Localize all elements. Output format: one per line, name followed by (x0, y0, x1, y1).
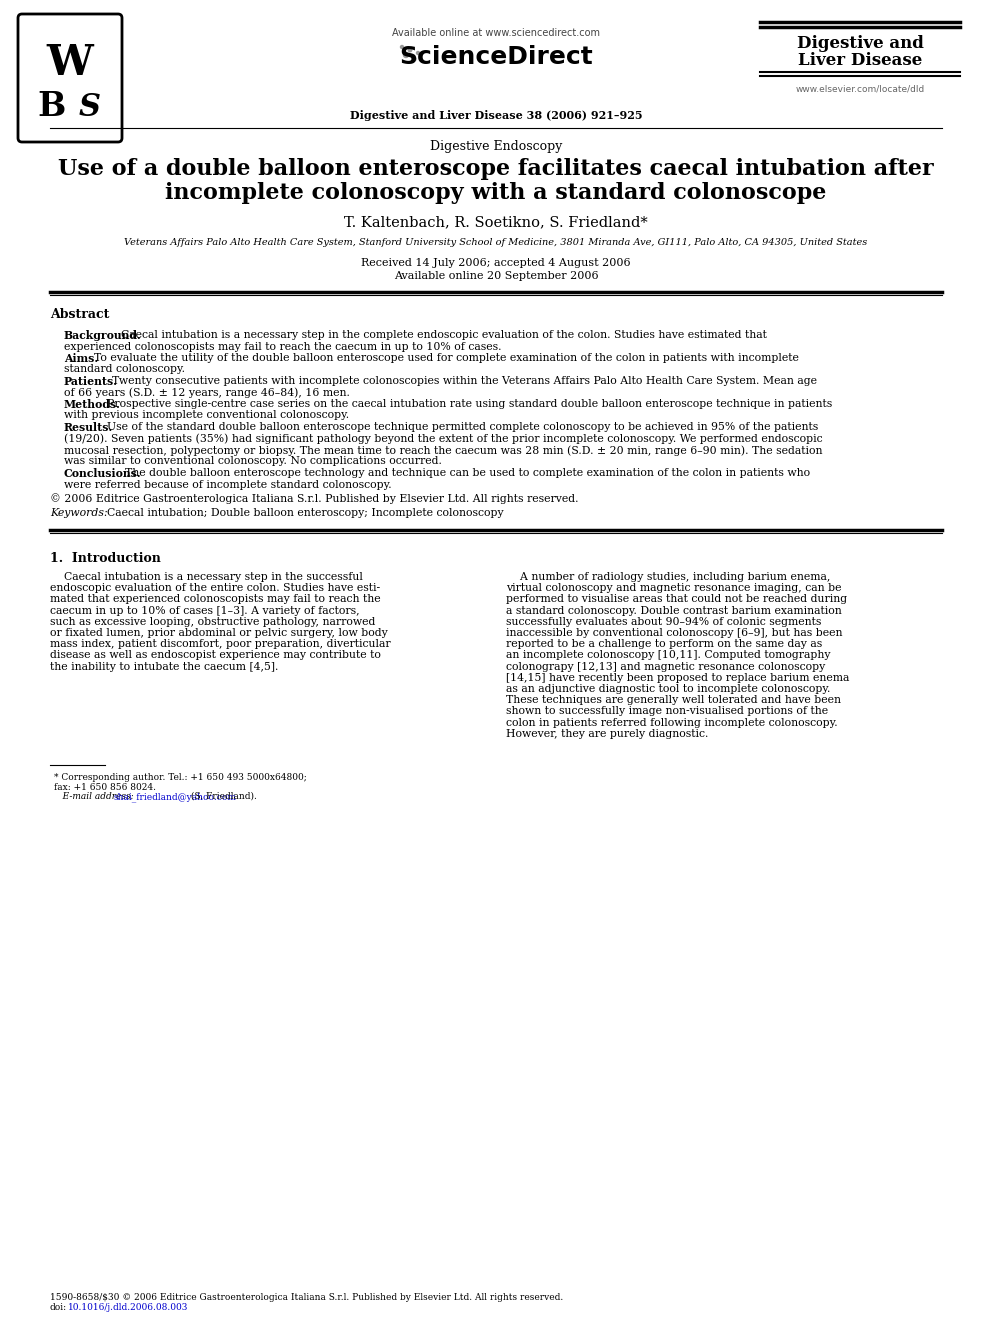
Text: Use of the standard double balloon enteroscope technique permitted complete colo: Use of the standard double balloon enter… (100, 422, 818, 433)
Text: Caecal intubation is a necessary step in the complete endoscopic evaluation of t: Caecal intubation is a necessary step in… (114, 329, 767, 340)
Text: Digestive and: Digestive and (797, 34, 924, 52)
Text: the inability to intubate the caecum [4,5].: the inability to intubate the caecum [4,… (50, 662, 279, 672)
Text: an incomplete colonoscopy [10,11]. Computed tomography: an incomplete colonoscopy [10,11]. Compu… (506, 651, 830, 660)
Text: Available online 20 September 2006: Available online 20 September 2006 (394, 271, 598, 280)
Circle shape (412, 57, 416, 61)
Text: mucosal resection, polypectomy or biopsy. The mean time to reach the caecum was : mucosal resection, polypectomy or biopsy… (64, 445, 822, 455)
Text: 10.1016/j.dld.2006.08.003: 10.1016/j.dld.2006.08.003 (68, 1303, 188, 1312)
Text: B: B (38, 90, 66, 123)
Text: 1.  Introduction: 1. Introduction (50, 552, 161, 565)
Text: Use of a double balloon enteroscope facilitates caecal intubation after: Use of a double balloon enteroscope faci… (59, 157, 933, 180)
Text: Aims.: Aims. (64, 353, 98, 364)
Text: performed to visualise areas that could not be reached during: performed to visualise areas that could … (506, 594, 847, 605)
Text: A number of radiology studies, including barium enema,: A number of radiology studies, including… (506, 572, 830, 582)
Text: caecum in up to 10% of cases [1–3]. A variety of factors,: caecum in up to 10% of cases [1–3]. A va… (50, 606, 360, 615)
Text: Twenty consecutive patients with incomplete colonoscopies within the Veterans Af: Twenty consecutive patients with incompl… (105, 376, 816, 386)
Text: Conclusions.: Conclusions. (64, 468, 142, 479)
Text: Received 14 July 2006; accepted 4 August 2006: Received 14 July 2006; accepted 4 August… (361, 258, 631, 269)
Text: (19/20). Seven patients (35%) had significant pathology beyond the extent of the: (19/20). Seven patients (35%) had signif… (64, 434, 822, 445)
Text: * Corresponding author. Tel.: +1 650 493 5000x64800;: * Corresponding author. Tel.: +1 650 493… (54, 773, 307, 782)
Text: W: W (47, 42, 93, 83)
Text: 1590-8658/$30 © 2006 Editrice Gastroenterologica Italiana S.r.l. Published by El: 1590-8658/$30 © 2006 Editrice Gastroente… (50, 1293, 563, 1302)
Text: colonograpy [12,13] and magnetic resonance colonoscopy: colonograpy [12,13] and magnetic resonan… (506, 662, 825, 672)
Text: successfully evaluates about 90–94% of colonic segments: successfully evaluates about 90–94% of c… (506, 617, 821, 627)
Text: standard colonoscopy.: standard colonoscopy. (64, 365, 185, 374)
Text: was similar to conventional colonoscopy. No complications occurred.: was similar to conventional colonoscopy.… (64, 456, 441, 467)
Text: disease as well as endoscopist experience may contribute to: disease as well as endoscopist experienc… (50, 651, 381, 660)
Text: Caecal intubation is a necessary step in the successful: Caecal intubation is a necessary step in… (50, 572, 363, 582)
Text: mated that experienced colonoscopists may fail to reach the: mated that experienced colonoscopists ma… (50, 594, 381, 605)
Circle shape (401, 45, 404, 49)
Text: fax: +1 650 856 8024.: fax: +1 650 856 8024. (54, 782, 156, 791)
Text: www.elsevier.com/locate/dld: www.elsevier.com/locate/dld (796, 83, 925, 93)
Text: Liver Disease: Liver Disease (798, 52, 923, 69)
Text: or fixated lumen, prior abdominal or pelvic surgery, low body: or fixated lumen, prior abdominal or pel… (50, 628, 388, 638)
Text: (S. Friedland).: (S. Friedland). (188, 792, 257, 800)
Text: shown to successfully image non-visualised portions of the: shown to successfully image non-visualis… (506, 706, 828, 716)
Text: reported to be a challenge to perform on the same day as: reported to be a challenge to perform on… (506, 639, 822, 650)
Text: Background.: Background. (64, 329, 142, 341)
Text: as an adjunctive diagnostic tool to incomplete colonoscopy.: as an adjunctive diagnostic tool to inco… (506, 684, 830, 695)
Text: To evaluate the utility of the double balloon enteroscope used for complete exam: To evaluate the utility of the double ba… (86, 353, 799, 363)
Text: mass index, patient discomfort, poor preparation, diverticular: mass index, patient discomfort, poor pre… (50, 639, 391, 650)
Text: Results.: Results. (64, 422, 113, 433)
Text: colon in patients referred following incomplete colonoscopy.: colon in patients referred following inc… (506, 717, 837, 728)
Text: E-mail address:: E-mail address: (54, 792, 137, 800)
Text: experienced colonoscopists may fail to reach the caecum in up to 10% of cases.: experienced colonoscopists may fail to r… (64, 341, 502, 352)
Text: shai_friedland@yahoo.com: shai_friedland@yahoo.com (113, 792, 236, 802)
Text: Veterans Affairs Palo Alto Health Care System, Stanford University School of Med: Veterans Affairs Palo Alto Health Care S… (124, 238, 868, 247)
Text: The double balloon enteroscope technology and technique can be used to complete : The double balloon enteroscope technolog… (118, 468, 810, 478)
Text: of 66 years (S.D. ± 12 years, range 46–84), 16 men.: of 66 years (S.D. ± 12 years, range 46–8… (64, 388, 350, 398)
Text: inaccessible by conventional colonoscopy [6–9], but has been: inaccessible by conventional colonoscopy… (506, 628, 842, 638)
Text: Abstract: Abstract (50, 308, 109, 321)
Text: Patients.: Patients. (64, 376, 118, 388)
Text: © 2006 Editrice Gastroenterologica Italiana S.r.l. Published by Elsevier Ltd. Al: © 2006 Editrice Gastroenterologica Itali… (50, 493, 578, 504)
Text: These techniques are generally well tolerated and have been: These techniques are generally well tole… (506, 695, 841, 705)
Text: virtual colonoscopy and magnetic resonance imaging, can be: virtual colonoscopy and magnetic resonan… (506, 583, 841, 593)
Circle shape (417, 52, 420, 54)
Text: However, they are purely diagnostic.: However, they are purely diagnostic. (506, 729, 708, 738)
Text: incomplete colonoscopy with a standard colonoscope: incomplete colonoscopy with a standard c… (166, 183, 826, 204)
Circle shape (409, 48, 412, 52)
Text: Methods.: Methods. (64, 400, 121, 410)
FancyBboxPatch shape (18, 15, 122, 142)
Text: ScienceDirect: ScienceDirect (399, 45, 593, 69)
Text: Keywords:: Keywords: (50, 508, 107, 519)
Text: Digestive and Liver Disease 38 (2006) 921–925: Digestive and Liver Disease 38 (2006) 92… (350, 110, 642, 120)
Text: endoscopic evaluation of the entire colon. Studies have esti-: endoscopic evaluation of the entire colo… (50, 583, 380, 593)
Text: Digestive Endoscopy: Digestive Endoscopy (430, 140, 562, 153)
Text: with previous incomplete conventional colonoscopy.: with previous incomplete conventional co… (64, 410, 349, 421)
Text: such as excessive looping, obstructive pathology, narrowed: such as excessive looping, obstructive p… (50, 617, 375, 627)
Text: Caecal intubation; Double balloon enteroscopy; Incomplete colonoscopy: Caecal intubation; Double balloon entero… (100, 508, 504, 519)
Text: T. Kaltenbach, R. Soetikno, S. Friedland*: T. Kaltenbach, R. Soetikno, S. Friedland… (344, 216, 648, 229)
Text: S: S (79, 93, 101, 123)
Text: a standard colonoscopy. Double contrast barium examination: a standard colonoscopy. Double contrast … (506, 606, 842, 615)
Text: [14,15] have recently been proposed to replace barium enema: [14,15] have recently been proposed to r… (506, 673, 849, 683)
Text: Prospective single-centre case series on the caecal intubation rate using standa: Prospective single-centre case series on… (100, 400, 832, 409)
Text: doi:: doi: (50, 1303, 67, 1312)
Text: were referred because of incomplete standard colonoscopy.: were referred because of incomplete stan… (64, 479, 392, 490)
Circle shape (404, 53, 409, 57)
Text: Available online at www.sciencedirect.com: Available online at www.sciencedirect.co… (392, 28, 600, 38)
